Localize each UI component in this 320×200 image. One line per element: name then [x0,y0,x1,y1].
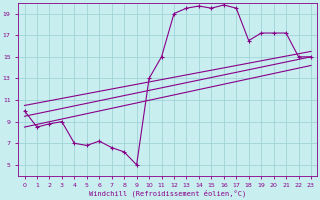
X-axis label: Windchill (Refroidissement éolien,°C): Windchill (Refroidissement éolien,°C) [89,190,246,197]
